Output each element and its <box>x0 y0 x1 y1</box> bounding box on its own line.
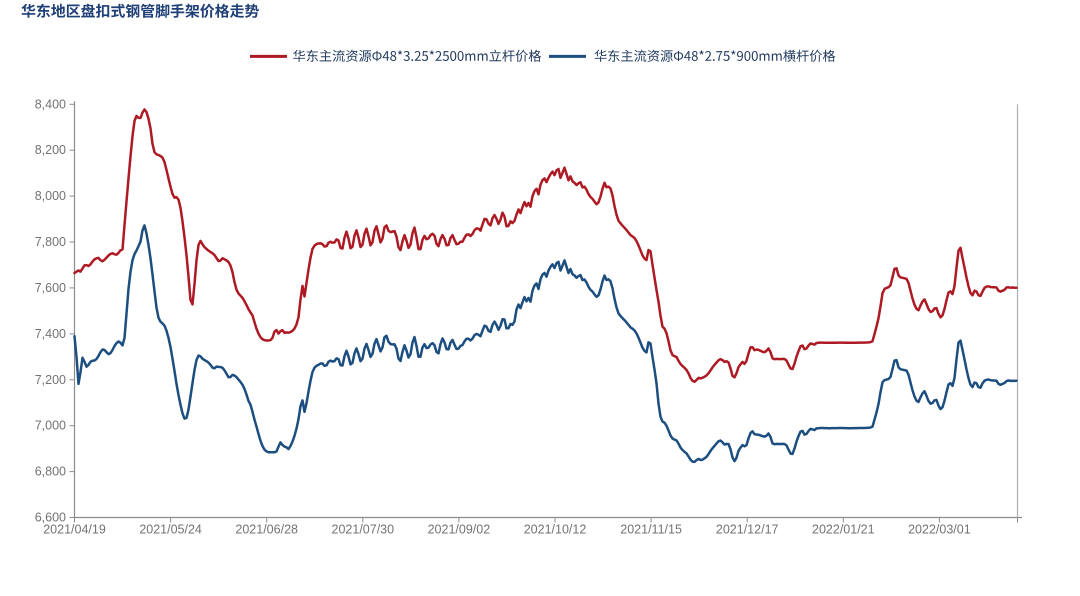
svg-text:2022/03/01: 2022/03/01 <box>908 523 971 537</box>
svg-text:8,000: 8,000 <box>35 189 66 203</box>
svg-text:2022/01/21: 2022/01/21 <box>812 523 875 537</box>
svg-text:6,600: 6,600 <box>35 511 66 525</box>
svg-text:6,800: 6,800 <box>35 465 66 479</box>
svg-text:2021/09/02: 2021/09/02 <box>428 523 491 537</box>
svg-text:7,200: 7,200 <box>35 373 66 387</box>
svg-text:2021/04/19: 2021/04/19 <box>43 523 106 537</box>
svg-text:2021/11/15: 2021/11/15 <box>620 523 682 537</box>
svg-text:8,200: 8,200 <box>35 143 66 157</box>
svg-text:2021/05/24: 2021/05/24 <box>139 523 202 537</box>
svg-text:7,400: 7,400 <box>35 327 66 341</box>
svg-text:7,600: 7,600 <box>35 281 66 295</box>
svg-text:7,000: 7,000 <box>35 419 66 433</box>
svg-text:2021/10/12: 2021/10/12 <box>524 523 587 537</box>
svg-text:2021/06/28: 2021/06/28 <box>235 523 298 537</box>
svg-text:2021/07/30: 2021/07/30 <box>332 523 395 537</box>
svg-text:7,800: 7,800 <box>35 235 66 249</box>
svg-text:8,400: 8,400 <box>35 97 66 111</box>
svg-text:2021/12/17: 2021/12/17 <box>716 523 779 537</box>
